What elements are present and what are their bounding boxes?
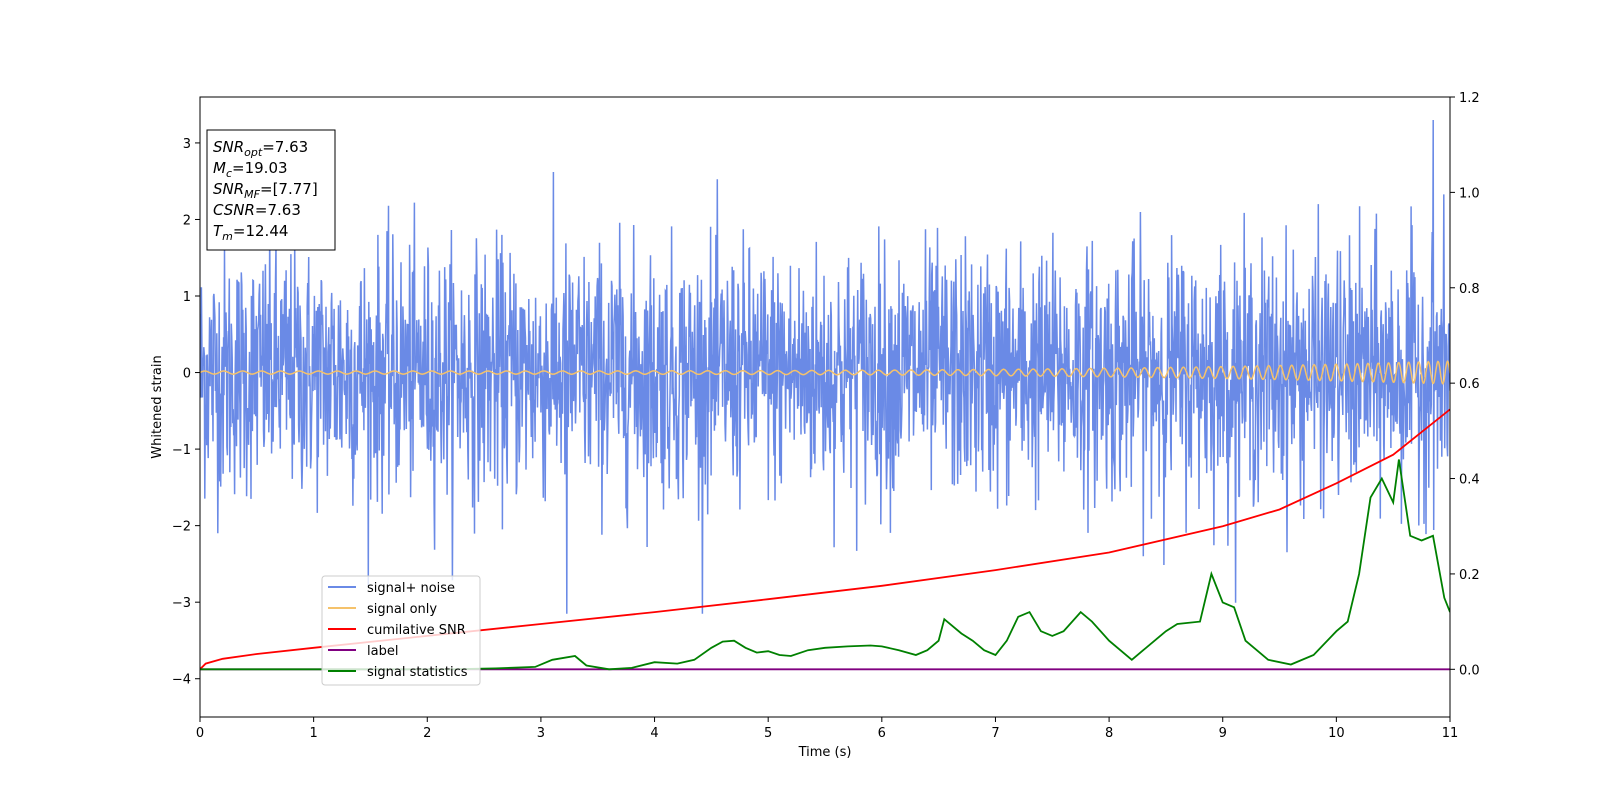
x-tick-label: 5 <box>764 726 772 741</box>
info-value: =7.63 <box>255 201 301 219</box>
y-left-tick-label: −3 <box>172 596 191 611</box>
info-line: CSNR=7.63 <box>213 201 301 219</box>
x-tick-label: 7 <box>991 726 999 741</box>
y-left-tick-label: 3 <box>183 137 191 152</box>
info-symbol: CSNR <box>213 201 255 219</box>
series-line-4 <box>200 459 1450 671</box>
info-line: Tm=12.44 <box>213 222 288 243</box>
legend-label: signal statistics <box>367 665 468 680</box>
x-tick-label: 4 <box>650 726 658 741</box>
legend-label: signal only <box>367 602 437 617</box>
y-right-tick-label: 0.0 <box>1459 663 1480 678</box>
y-axis-left: −4 −3 −2 −1 0 1 2 3 <box>172 137 200 688</box>
x-tick-label: 2 <box>423 726 431 741</box>
y-right-tick-label: 0.6 <box>1459 377 1480 392</box>
series-signal-noise-line <box>200 119 1450 614</box>
y-right-tick-label: 0.4 <box>1459 473 1480 488</box>
info-subscript: m <box>222 230 233 243</box>
x-tick-label: 6 <box>878 726 886 741</box>
plot-frame <box>199 96 1451 718</box>
y-right-tick-label: 0.8 <box>1459 282 1480 297</box>
info-symbol: SNR <box>213 138 244 156</box>
x-tick-label: 8 <box>1105 726 1113 741</box>
y-left-tick-label: 0 <box>183 367 191 382</box>
y-right-tick-label: 1.0 <box>1459 186 1480 201</box>
legend-label: label <box>367 644 398 659</box>
info-line: Mc=19.03 <box>213 159 288 180</box>
info-box: SNRopt=7.63Mc=19.03SNRMF=[7.77]CSNR=7.63… <box>206 129 336 251</box>
legend-label: cumilative SNR <box>367 623 466 638</box>
info-value: =[7.77] <box>260 180 318 198</box>
x-tick-label: 10 <box>1328 726 1345 741</box>
x-tick-label: 11 <box>1442 726 1459 741</box>
y-left-tick-label: 2 <box>183 213 191 228</box>
x-tick-label: 9 <box>1219 726 1227 741</box>
info-subscript: MF <box>244 188 260 201</box>
y-axis-right: 0.0 0.2 0.4 0.6 0.8 1.0 1.2 <box>1450 91 1480 678</box>
y-left-tick-label: −1 <box>172 443 191 458</box>
y-left-tick-label: −2 <box>172 520 191 535</box>
legend: signal+ noise signal only cumilative SNR la… <box>321 575 481 686</box>
y-right-tick-label: 0.2 <box>1459 568 1480 583</box>
info-subscript: c <box>226 167 232 180</box>
legend-frame <box>321 575 481 686</box>
info-line: SNRopt=7.63 <box>213 138 308 159</box>
info-value: =7.63 <box>262 138 308 156</box>
y-right-tick-label: 1.2 <box>1459 91 1480 106</box>
y-axis-label: Whitened strain <box>150 355 165 458</box>
info-line: SNRMF=[7.77] <box>213 180 318 201</box>
series-line-2 <box>200 408 1450 670</box>
info-value: =19.03 <box>232 159 288 177</box>
series-signal-only-line <box>200 360 1450 385</box>
info-symbol: SNR <box>213 180 244 198</box>
info-value: =12.44 <box>233 222 289 240</box>
info-box-frame <box>206 129 336 251</box>
info-subscript: opt <box>244 146 263 159</box>
x-tick-label: 1 <box>309 726 317 741</box>
legend-label: signal+ noise <box>367 581 455 596</box>
x-axis: 0 1 2 3 4 5 6 7 8 9 10 11 <box>196 717 1458 741</box>
info-symbol: T <box>213 222 224 240</box>
info-symbol: M <box>213 159 226 177</box>
y-left-tick-label: 1 <box>183 290 191 305</box>
x-axis-label: Time (s) <box>798 745 852 760</box>
x-tick-label: 3 <box>537 726 545 741</box>
x-tick-label: 0 <box>196 726 204 741</box>
y-left-tick-label: −4 <box>172 673 191 688</box>
